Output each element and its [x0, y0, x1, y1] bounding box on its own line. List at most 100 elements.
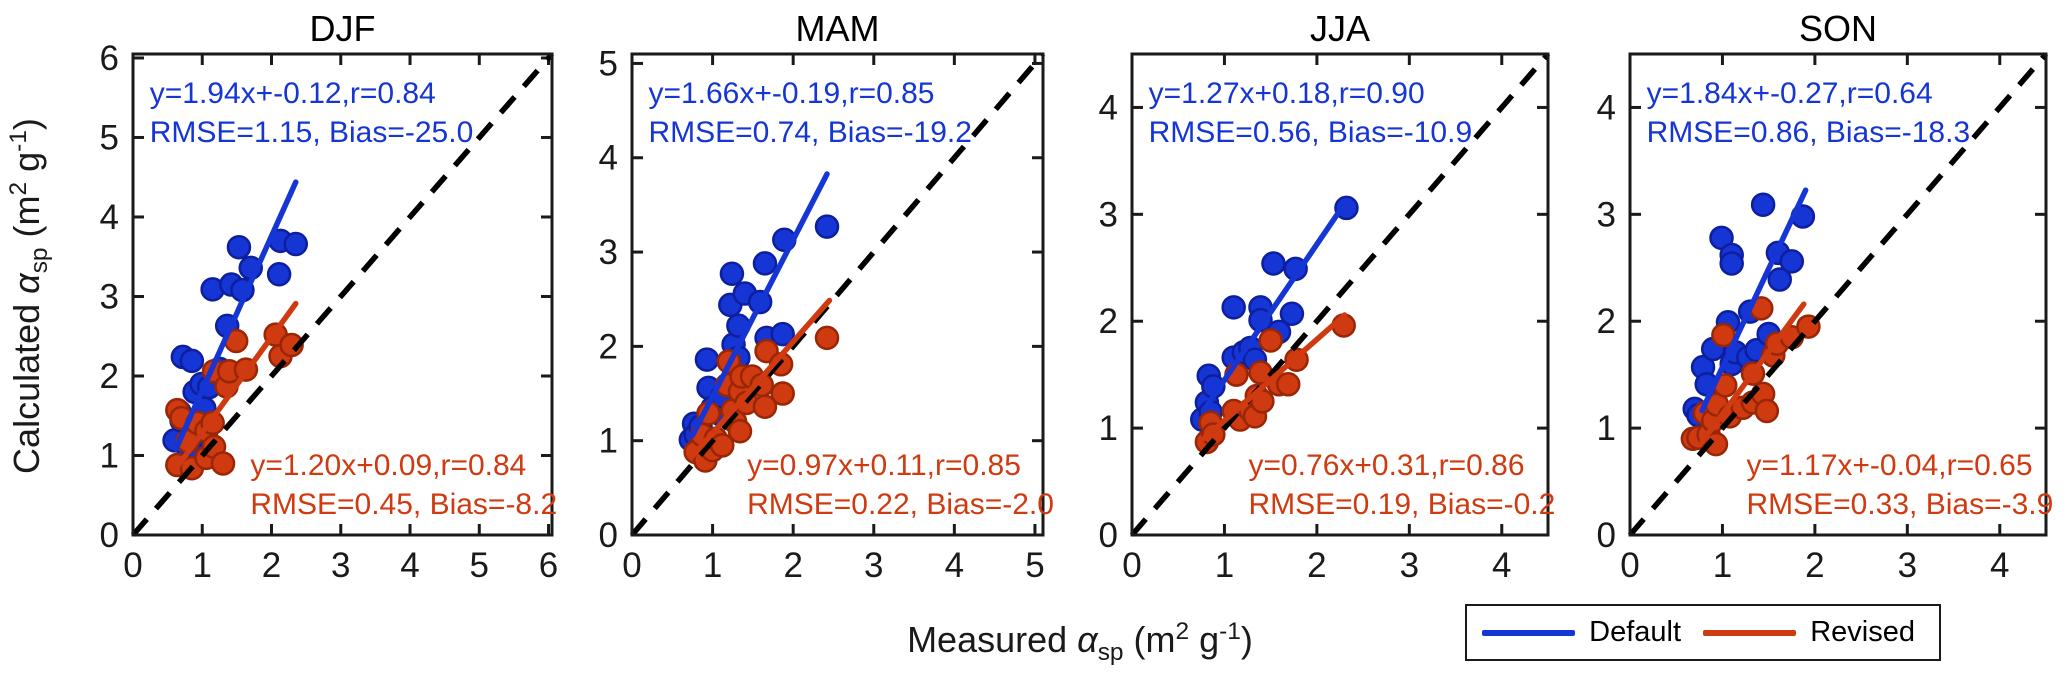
stats-line: RMSE=0.19, Bias=-0.2 — [1248, 488, 1556, 521]
scatter-point-revised — [1754, 398, 1780, 424]
scatter-point-revised — [770, 381, 795, 406]
scatter-point-default — [719, 261, 745, 287]
x-tick-label: 2 — [1805, 546, 1824, 585]
identity-line — [1129, 52, 1551, 537]
axis-label-part: sp — [26, 247, 54, 274]
stats-line: RMSE=0.86, Bias=-18.3 — [1646, 116, 1971, 149]
y-tick-label: 0 — [1099, 516, 1118, 555]
stats-revised: y=0.76x+0.31,r=0.86 RMSE=0.19, Bias=-0.2 — [1248, 446, 1555, 524]
y-tick-label: 6 — [100, 39, 119, 78]
stats-line: RMSE=0.45, Bias=-8.2 — [250, 488, 558, 521]
y-tick-label: 5 — [599, 44, 618, 83]
axis-label-part: (m — [1123, 619, 1176, 660]
y-tick-label: 2 — [1099, 302, 1118, 341]
stats-line: y=1.17x+-0.04,r=0.65 — [1746, 449, 2033, 482]
x-tick-label: 4 — [1492, 546, 1511, 585]
x-tick-label: 1 — [703, 546, 722, 585]
y-tick-label: 0 — [100, 516, 119, 555]
axis-label-part: Measured — [907, 619, 1078, 660]
panel-mam: MAM 0 1 2 3 4 5 0 1 2 3 4 5 y=1.66x+-0.19,r=0.85 RM… — [599, 8, 1054, 585]
y-tick-label: 1 — [1099, 409, 1118, 448]
x-tick-label: 1 — [193, 546, 212, 585]
stats-line: y=1.94x+-0.12,r=0.84 — [149, 77, 436, 110]
plot-area: 0 1 2 3 4 5 0 1 2 3 4 5 — [599, 44, 1046, 585]
axis-label-part: sp — [1097, 639, 1124, 667]
x-tick-label: 4 — [945, 546, 964, 585]
x-tick-label: 5 — [1025, 546, 1044, 585]
axes-box — [131, 52, 554, 537]
stats-default: y=1.84x+-0.27,r=0.64 RMSE=0.86, Bias=-18… — [1647, 74, 1971, 152]
x-tick-label: 4 — [1990, 546, 2009, 585]
panel-title: JJA — [1309, 8, 1370, 49]
panel-son: SON 0 1 2 3 4 0 1 2 3 4 y=1.84x+-0.27,r=0.64 RMSE… — [1597, 8, 2054, 585]
axes-box — [630, 52, 1045, 537]
stats-line: RMSE=0.33, Bias=-3.9 — [1746, 488, 2054, 521]
scatter-point-default — [1261, 251, 1286, 276]
stats-line: RMSE=0.22, Bias=-2.0 — [747, 488, 1054, 521]
stats-line: y=1.66x+-0.19,r=0.85 — [648, 77, 935, 110]
scatter-point-default — [694, 347, 720, 372]
y-tick-label: 2 — [100, 357, 119, 396]
x-tick-label: 0 — [123, 546, 142, 585]
scatter-point-default — [266, 261, 292, 287]
y-tick-label: 1 — [599, 422, 618, 461]
x-tick-label: 2 — [783, 546, 802, 585]
stats-line: y=0.76x+0.31,r=0.86 — [1248, 449, 1525, 482]
fit-line-revised — [173, 300, 299, 472]
x-tick-label: 3 — [864, 546, 883, 585]
stats-line: y=1.20x+0.09,r=0.84 — [250, 449, 527, 482]
scatter-point-default — [226, 234, 252, 260]
stats-line: RMSE=0.56, Bias=-10.9 — [1148, 116, 1473, 149]
x-tick-label: 5 — [470, 546, 489, 585]
x-tick-label: 2 — [1307, 546, 1326, 585]
fit-line-revised — [689, 297, 833, 459]
scatter-point-revised — [1711, 322, 1736, 348]
axis-label-part: 2 — [5, 181, 33, 196]
axis-label-part: g — [6, 151, 47, 182]
scatter-point-default — [770, 321, 795, 347]
x-tick-label: 0 — [1620, 546, 1639, 585]
identity-line — [130, 52, 555, 537]
plot-area: 0 1 2 3 4 5 6 0 1 2 3 4 5 6 — [100, 39, 559, 585]
scatter-point-revised — [1258, 328, 1283, 353]
y-axis-label: Calculated αsp (m2 g-1) — [5, 118, 53, 474]
axis-label-part: α — [1077, 619, 1098, 660]
legend-label-revised: Revised — [1810, 616, 1915, 648]
x-axis-label: Measured αsp (m2 g-1) — [907, 618, 1253, 666]
x-tick-label: 3 — [1400, 546, 1419, 585]
y-tick-label: 0 — [1597, 516, 1616, 555]
scatter-point-default — [814, 214, 840, 239]
x-tick-label: 0 — [1122, 546, 1141, 585]
y-tick-label: 3 — [1099, 195, 1118, 234]
scatter-point-default — [1279, 301, 1305, 326]
x-tick-label: 2 — [262, 546, 281, 585]
y-tick-label: 4 — [599, 139, 618, 178]
fit-line-revised — [1699, 301, 1807, 445]
stats-line: RMSE=0.74, Bias=-19.2 — [648, 116, 972, 149]
y-tick-label: 2 — [599, 327, 618, 366]
scatter-point-revised — [210, 451, 236, 476]
panel-djf: DJF 0 1 2 3 4 5 6 0 1 2 3 4 5 6 y=1.94x+-0.12,r=0.84 … — [100, 8, 559, 585]
axis-label-part: g — [1189, 619, 1220, 660]
stats-revised: y=1.17x+-0.04,r=0.65 RMSE=0.33, Bias=-3.… — [1746, 446, 2053, 524]
scatter-point-revised — [752, 394, 778, 419]
y-tick-label: 1 — [1597, 409, 1616, 448]
axis-label-part: α — [6, 273, 47, 294]
scatter-point-default — [1221, 295, 1246, 320]
y-tick-label: 4 — [1597, 88, 1616, 127]
legend-line-default — [1482, 629, 1576, 636]
stats-revised: y=0.97x+0.11,r=0.85 RMSE=0.22, Bias=-2.0 — [747, 446, 1054, 524]
y-tick-label: 3 — [100, 277, 119, 316]
x-tick-label: 4 — [400, 546, 419, 585]
plot-area: 0 1 2 3 4 0 1 2 3 4 — [1099, 52, 1551, 585]
identity-line — [629, 52, 1046, 537]
scatter-point-default — [1750, 192, 1776, 217]
stats-line: RMSE=1.15, Bias=-25.0 — [149, 116, 474, 149]
scatter-point-revised — [727, 419, 753, 444]
scatter-point-revised — [1275, 372, 1301, 397]
stats-default: y=1.27x+0.18,r=0.90 RMSE=0.56, Bias=-10.… — [1149, 74, 1473, 152]
x-tick-label: 6 — [539, 546, 558, 585]
stats-revised: y=1.20x+0.09,r=0.84 RMSE=0.45, Bias=-8.2 — [250, 446, 557, 524]
axis-label-part: Calculated — [6, 293, 47, 474]
y-tick-label: 5 — [100, 118, 119, 157]
